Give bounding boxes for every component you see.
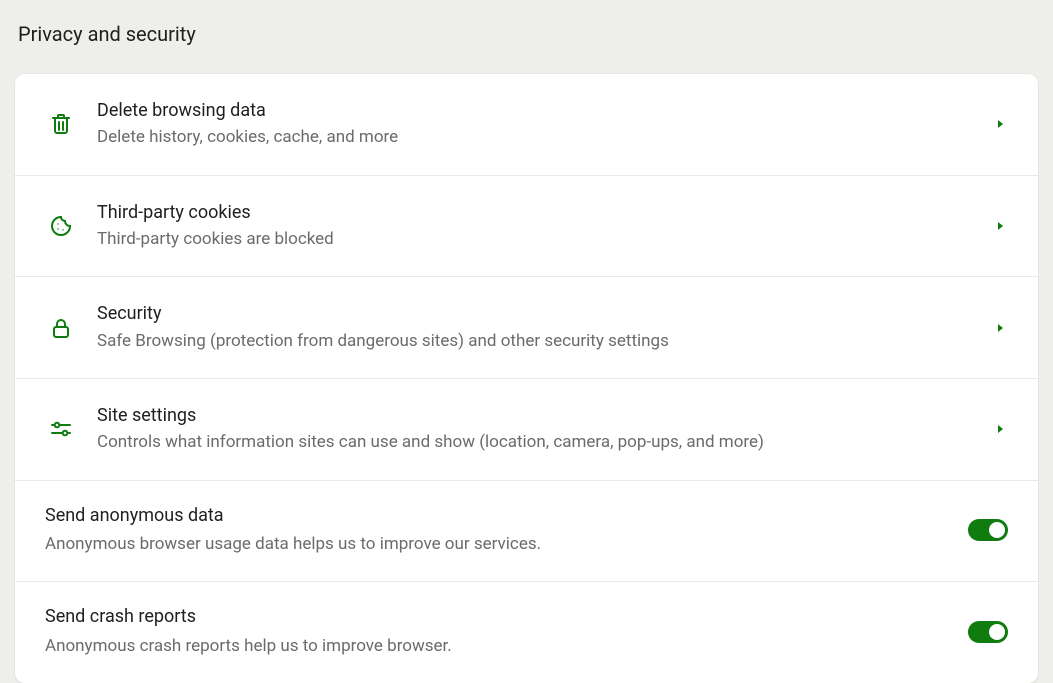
row-subtitle: Anonymous crash reports help us to impro…: [45, 634, 968, 660]
cookie-icon: [49, 214, 73, 238]
chevron-right-icon: [996, 118, 1006, 130]
row-title: Send crash reports: [45, 604, 968, 629]
row-subtitle: Delete history, cookies, cache, and more: [97, 125, 996, 151]
toggle-knob: [989, 522, 1005, 538]
row-site-settings[interactable]: Site settings Controls what information …: [15, 379, 1038, 481]
row-subtitle: Third-party cookies are blocked: [97, 227, 996, 253]
row-texts: Security Safe Browsing (protection from …: [97, 301, 996, 354]
row-subtitle: Safe Browsing (protection from dangerous…: [97, 329, 996, 355]
chevron-right-icon: [996, 322, 1006, 334]
lock-icon: [49, 316, 73, 340]
settings-card: Delete browsing data Delete history, coo…: [15, 74, 1038, 683]
row-texts: Third-party cookies Third-party cookies …: [97, 200, 996, 253]
row-texts: Delete browsing data Delete history, coo…: [97, 98, 996, 151]
row-title: Site settings: [97, 403, 996, 428]
row-texts: Site settings Controls what information …: [97, 403, 996, 456]
row-title: Send anonymous data: [45, 503, 968, 528]
toggle-anonymous-data[interactable]: [968, 519, 1008, 541]
trash-icon: [49, 112, 73, 136]
row-texts: Send crash reports Anonymous crash repor…: [45, 604, 968, 659]
row-subtitle: Anonymous browser usage data helps us to…: [45, 532, 968, 558]
row-subtitle: Controls what information sites can use …: [97, 430, 996, 456]
row-title: Security: [97, 301, 996, 326]
row-title: Third-party cookies: [97, 200, 996, 225]
row-delete-browsing-data[interactable]: Delete browsing data Delete history, coo…: [15, 74, 1038, 176]
row-security[interactable]: Security Safe Browsing (protection from …: [15, 277, 1038, 379]
toggle-crash-reports[interactable]: [968, 621, 1008, 643]
chevron-right-icon: [996, 220, 1006, 232]
toggle-row-anonymous-data: Send anonymous data Anonymous browser us…: [15, 481, 1038, 583]
row-title: Delete browsing data: [97, 98, 996, 123]
page-title: Privacy and security: [0, 0, 1053, 46]
row-third-party-cookies[interactable]: Third-party cookies Third-party cookies …: [15, 176, 1038, 278]
toggle-knob: [989, 624, 1005, 640]
chevron-right-icon: [996, 423, 1006, 435]
sliders-icon: [49, 417, 73, 441]
toggle-row-crash-reports: Send crash reports Anonymous crash repor…: [15, 582, 1038, 683]
row-texts: Send anonymous data Anonymous browser us…: [45, 503, 968, 558]
